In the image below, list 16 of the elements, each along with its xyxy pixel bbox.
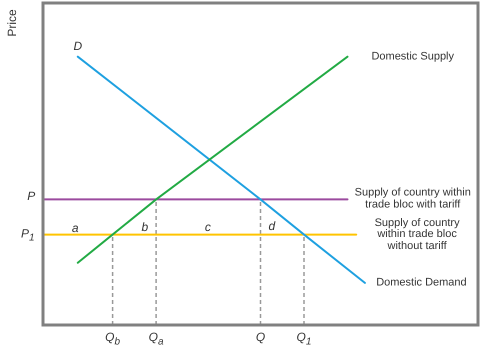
annotation: d — [268, 219, 276, 234]
annotation: c — [204, 220, 211, 234]
text: Domestic Supply — [370, 50, 456, 62]
text: P — [27, 189, 36, 204]
x-tick-label: Q$_{b}$ — [105, 330, 120, 348]
series-label: Supply of country within trade bloc with tariff — [354, 186, 472, 211]
x-tick-label: Q$_{1}$ — [296, 330, 312, 348]
y-axis-title: Price — [5, 9, 19, 37]
text: P$_{1}$ — [20, 226, 35, 244]
series-label: Domestic Demand — [375, 276, 468, 289]
series-label: Supply of country within trade bloc without tariff — [374, 216, 461, 252]
annotation: a — [72, 221, 79, 236]
x-tick-label: Q$_{a}$ — [148, 330, 164, 348]
annotation: b — [141, 220, 148, 234]
text: D — [73, 38, 82, 53]
x-tick-label: Q — [256, 330, 266, 344]
